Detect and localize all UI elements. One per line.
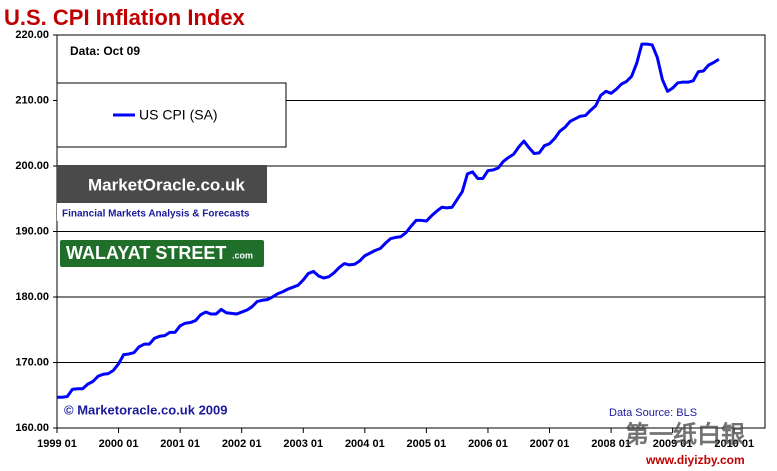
- x-tick-label: 2000 01: [99, 438, 139, 450]
- y-tick-label: 170.00: [15, 356, 49, 368]
- legend: [56, 82, 287, 148]
- source: Data Source: BLS: [609, 407, 697, 419]
- walayat-suffix: .com: [232, 250, 253, 260]
- x-tick-label: 1999 01: [37, 438, 77, 450]
- x-tick-label: 2001 01: [160, 438, 200, 450]
- data-note: Data: Oct 09: [70, 44, 140, 58]
- x-tick-label: 2003 01: [283, 438, 323, 450]
- x-tick-label: 2002 01: [222, 438, 262, 450]
- x-tick-label: 2008 01: [591, 438, 631, 450]
- watermark: 第一纸白银: [625, 420, 746, 448]
- logo-banner: [57, 165, 267, 203]
- y-tick-label: 210.00: [15, 94, 49, 106]
- x-axis: 1999 01 2000 01 2001 01 2002 01 2003 01 2004 …: [37, 428, 754, 450]
- walayat-logo: WALAYAT STREET .com: [58, 238, 266, 269]
- x-tick-label: 2007 01: [530, 438, 570, 450]
- market-oracle-logo: MarketOracle.co.uk Financial Markets Ana…: [57, 165, 267, 221]
- x-tick-label: 2005 01: [407, 438, 447, 450]
- x-tick-label: 2004 01: [345, 438, 385, 450]
- y-tick-label: 160.00: [15, 422, 49, 434]
- y-tick-label: 190.00: [15, 225, 49, 237]
- logo-strip: [57, 203, 267, 221]
- series-line: [57, 42, 720, 399]
- chart-title: U.S. CPI Inflation Index: [4, 5, 246, 30]
- y-tick-label: 220.00: [15, 29, 49, 41]
- walayat-sign: [58, 238, 266, 269]
- logo-tagline: Financial Markets Analysis & Forecasts: [62, 209, 250, 220]
- y-axis: 160.00 170.00 180.00 190.00 200.00 210.00 220.…: [15, 29, 57, 434]
- x-tick-label: 2006 01: [468, 438, 508, 450]
- legend-label: US CPI (SA): [139, 107, 218, 123]
- y-tick-label: 200.00: [15, 160, 49, 172]
- x-tick-label: 2010 01: [714, 438, 754, 450]
- x-tick-label: 2009 01: [653, 438, 693, 450]
- y-tick-label: 180.00: [15, 291, 49, 303]
- copyright: © Marketoracle.co.uk 2009: [64, 402, 228, 417]
- watermark-url: www.diyizby.com: [645, 453, 745, 467]
- walayat-text: WALAYAT STREET: [66, 243, 226, 263]
- logo-text: MarketOracle.co.uk: [88, 175, 245, 194]
